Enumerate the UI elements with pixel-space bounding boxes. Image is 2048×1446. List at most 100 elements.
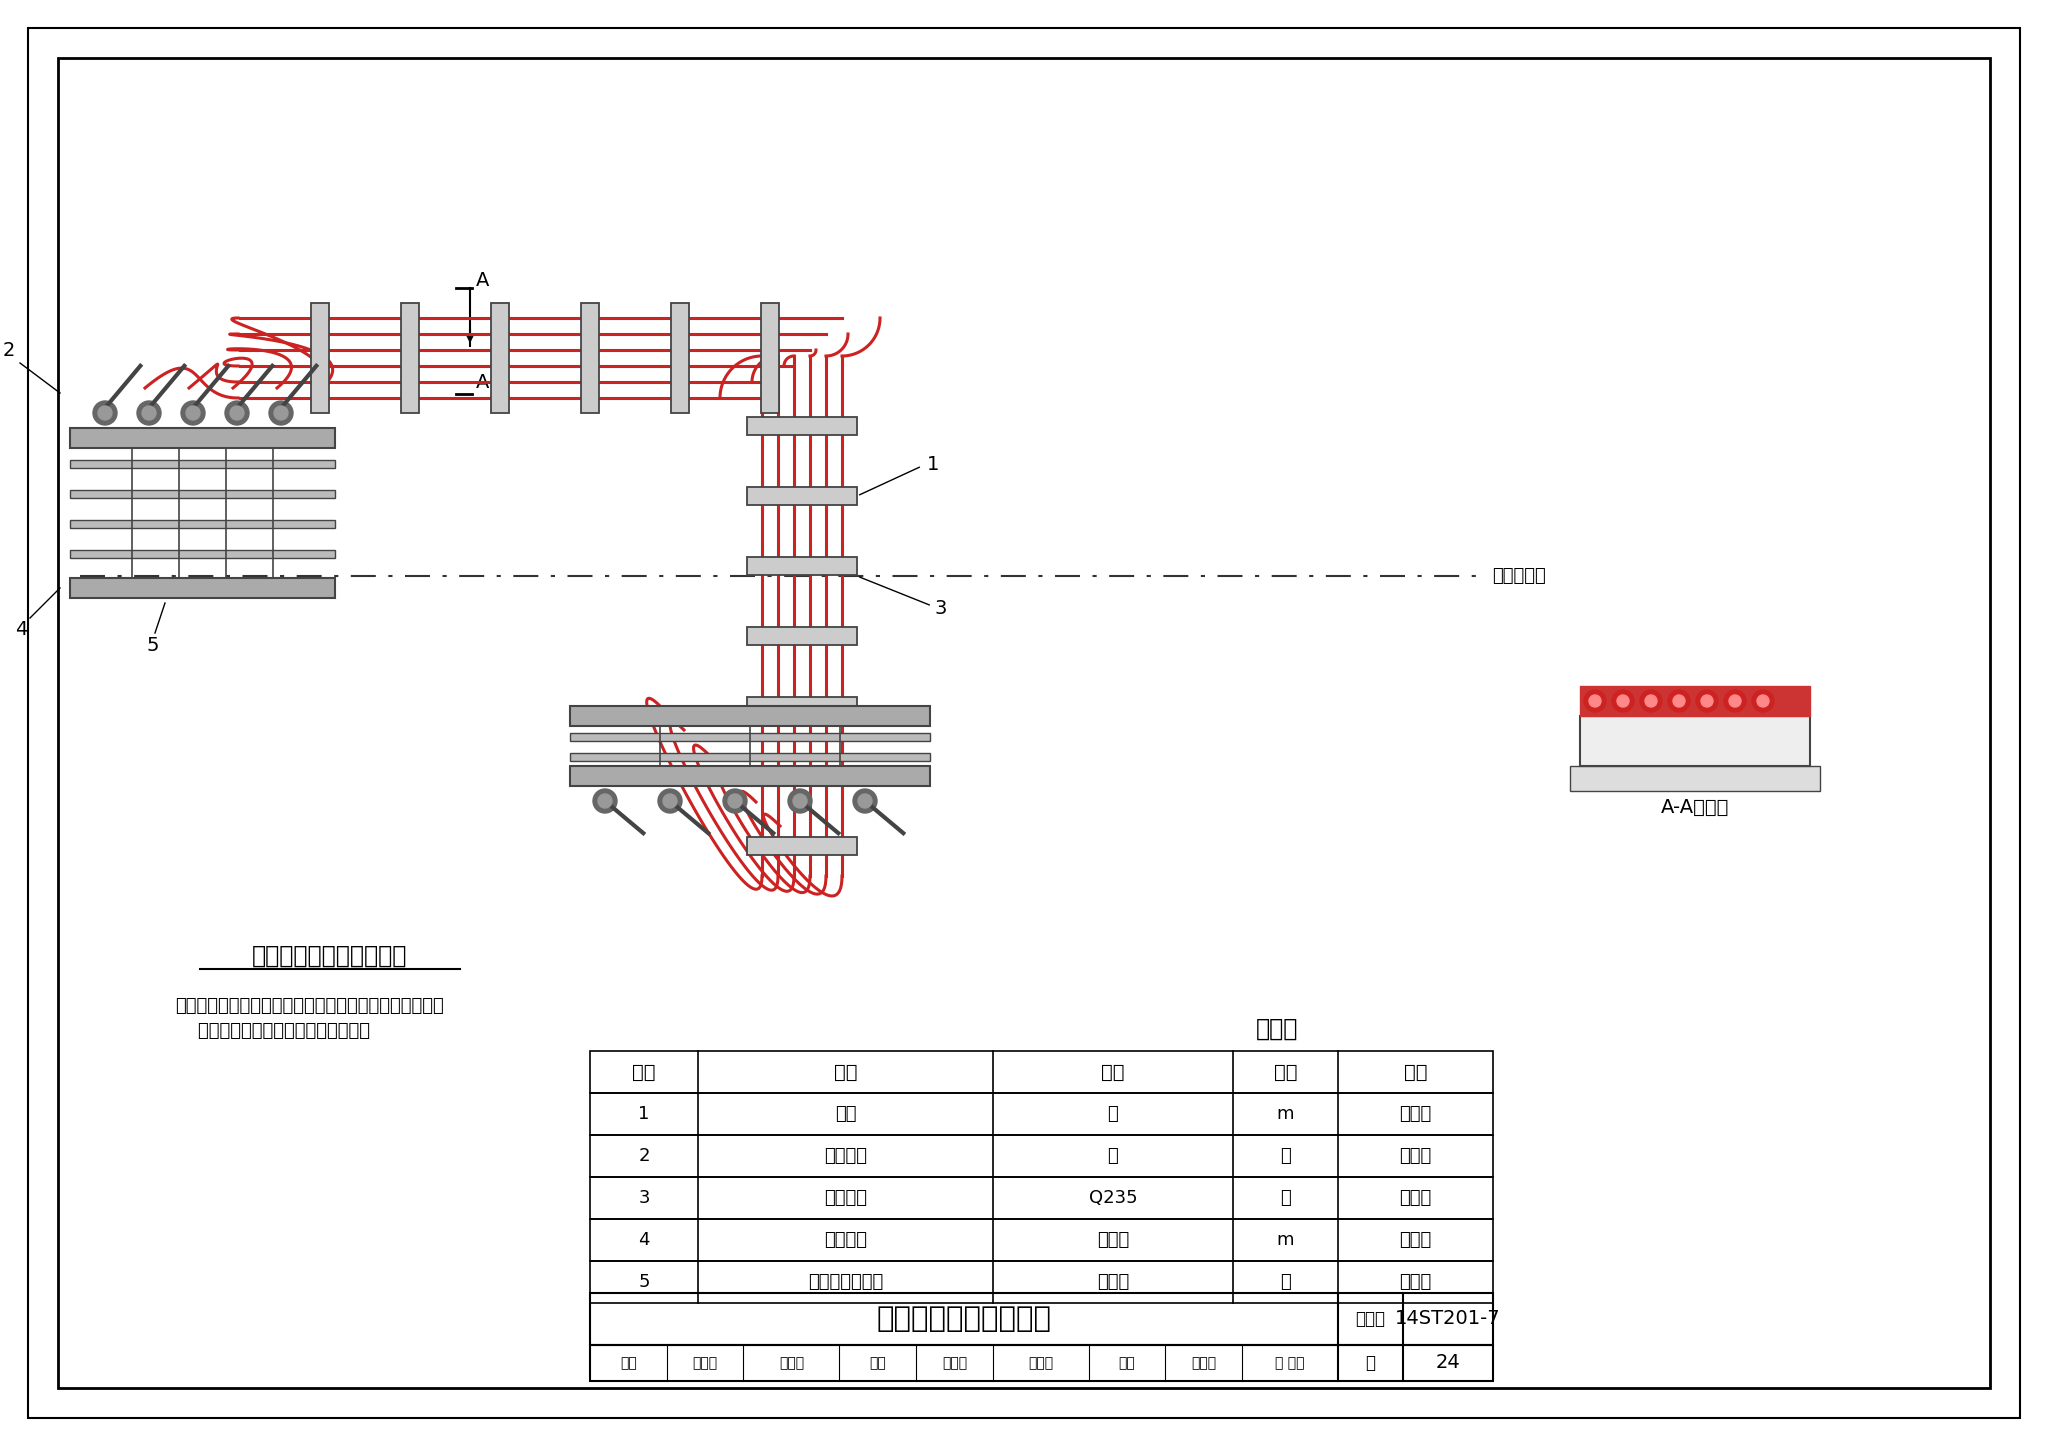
Circle shape — [1757, 696, 1769, 707]
Circle shape — [1645, 696, 1657, 707]
Text: 5: 5 — [147, 636, 160, 655]
Circle shape — [180, 401, 205, 425]
Bar — [492, 304, 510, 414]
Bar — [762, 304, 778, 414]
Text: 社 双双: 社 双双 — [1276, 1356, 1305, 1369]
Text: 按设计: 按设计 — [1399, 1147, 1432, 1165]
Circle shape — [137, 401, 162, 425]
Circle shape — [229, 406, 244, 419]
Text: 3: 3 — [936, 599, 948, 617]
Circle shape — [1589, 696, 1602, 707]
Circle shape — [274, 406, 289, 419]
Circle shape — [793, 794, 807, 808]
Bar — [748, 697, 856, 714]
Text: 材料: 材料 — [1102, 1063, 1124, 1082]
Text: 单位: 单位 — [1274, 1063, 1296, 1082]
Circle shape — [186, 406, 201, 419]
Circle shape — [1667, 690, 1690, 711]
Bar — [569, 753, 930, 761]
Circle shape — [1751, 690, 1774, 711]
Text: 3: 3 — [639, 1189, 649, 1207]
Circle shape — [727, 794, 741, 808]
Text: 铜、铝: 铜、铝 — [1098, 1231, 1128, 1249]
Circle shape — [598, 794, 612, 808]
Circle shape — [664, 794, 678, 808]
Text: 4: 4 — [14, 620, 27, 639]
Text: A: A — [475, 373, 489, 392]
Text: 图集号: 图集号 — [1356, 1310, 1386, 1327]
Circle shape — [858, 794, 872, 808]
Text: 24: 24 — [1436, 1353, 1460, 1372]
Circle shape — [1612, 690, 1634, 711]
Circle shape — [657, 790, 682, 813]
Text: 按设计: 按设计 — [1399, 1189, 1432, 1207]
Text: 上接触式电连接安装图: 上接触式电连接安装图 — [877, 1304, 1051, 1333]
Text: 材料表: 材料表 — [1255, 1017, 1298, 1041]
Text: 页: 页 — [1366, 1353, 1376, 1372]
Text: 1: 1 — [928, 454, 940, 473]
Text: 名称: 名称 — [834, 1063, 858, 1082]
Bar — [70, 490, 336, 497]
Text: 牢固，标志牌字迹清晰、挂装牢靠。: 牢固，标志牌字迹清晰、挂装牢靠。 — [174, 1022, 371, 1040]
Circle shape — [1729, 696, 1741, 707]
Text: 蔡名刚: 蔡名刚 — [1028, 1356, 1053, 1369]
Text: 按设计: 按设计 — [1399, 1272, 1432, 1291]
Bar — [590, 1261, 1493, 1303]
Text: 按设计: 按设计 — [1399, 1231, 1432, 1249]
Bar — [569, 706, 930, 726]
Circle shape — [141, 406, 156, 419]
Text: 蔡志刚: 蔡志刚 — [942, 1356, 967, 1369]
Text: 4: 4 — [639, 1231, 649, 1249]
Bar — [70, 521, 336, 528]
Text: 线路中心线: 线路中心线 — [1493, 567, 1546, 586]
Circle shape — [788, 790, 811, 813]
Text: 接线端子: 接线端子 — [823, 1147, 866, 1165]
Text: 14ST201-7: 14ST201-7 — [1395, 1310, 1501, 1329]
Text: m: m — [1276, 1231, 1294, 1249]
Text: 钢铝复合接触轨: 钢铝复合接触轨 — [807, 1272, 883, 1291]
Text: 2: 2 — [639, 1147, 649, 1165]
Text: 铜: 铜 — [1108, 1147, 1118, 1165]
Text: 5: 5 — [639, 1272, 649, 1291]
Text: 高乙乃: 高乙乃 — [778, 1356, 805, 1369]
Text: Q235: Q235 — [1090, 1189, 1137, 1207]
Bar — [672, 304, 688, 414]
Bar — [70, 549, 336, 558]
Text: 套: 套 — [1280, 1272, 1290, 1291]
Bar — [748, 628, 856, 645]
Circle shape — [1583, 690, 1606, 711]
Circle shape — [92, 401, 117, 425]
Circle shape — [1724, 690, 1747, 711]
Bar — [748, 557, 856, 576]
Bar — [401, 304, 420, 414]
Circle shape — [1696, 690, 1718, 711]
Text: 接触轨间电缆连接俯视图: 接触轨间电缆连接俯视图 — [252, 944, 408, 967]
Text: A-A剖面图: A-A剖面图 — [1661, 798, 1729, 817]
Text: 电缆: 电缆 — [836, 1105, 856, 1124]
Bar — [1579, 685, 1810, 716]
Text: 葛义飞: 葛义飞 — [692, 1356, 717, 1369]
Circle shape — [854, 790, 877, 813]
Bar — [748, 416, 856, 435]
Circle shape — [1702, 696, 1712, 707]
Bar — [1579, 716, 1810, 766]
Text: 审核: 审核 — [621, 1356, 637, 1369]
Circle shape — [594, 790, 616, 813]
Bar — [70, 460, 336, 469]
Text: m: m — [1276, 1105, 1294, 1124]
Text: A: A — [475, 270, 489, 291]
Bar — [1571, 766, 1821, 791]
Text: 1: 1 — [639, 1105, 649, 1124]
Bar — [748, 487, 856, 505]
Bar — [582, 304, 598, 414]
Bar — [590, 1219, 1493, 1261]
Text: 固定支架: 固定支架 — [823, 1189, 866, 1207]
Text: 套: 套 — [1280, 1189, 1290, 1207]
Circle shape — [268, 401, 293, 425]
Circle shape — [98, 406, 113, 419]
Circle shape — [1673, 696, 1686, 707]
Circle shape — [1618, 696, 1628, 707]
Circle shape — [225, 401, 250, 425]
Text: 钢、铝: 钢、铝 — [1098, 1272, 1128, 1291]
Bar — [590, 1345, 1493, 1381]
